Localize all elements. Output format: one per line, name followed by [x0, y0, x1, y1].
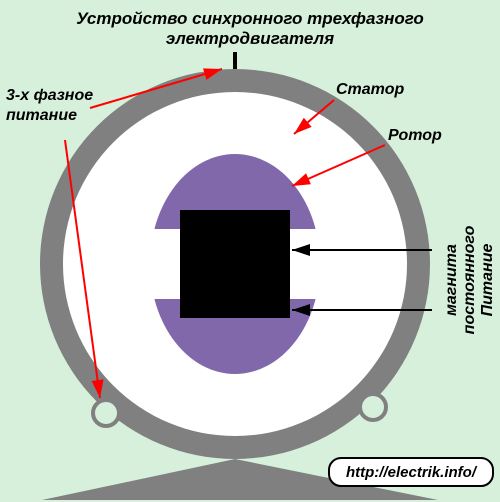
label-3phase-2: питание [6, 107, 77, 124]
label-pmpower-3: магнита [443, 244, 460, 316]
label-pmpower-2: постоянного [461, 225, 478, 334]
url-text[interactable]: http://electrik.info/ [346, 464, 478, 481]
rotor-core [180, 210, 290, 318]
mount-bolt-right [360, 394, 386, 420]
title-line2: электродвигателя [166, 29, 334, 48]
label-rotor: Ротор [388, 127, 442, 144]
title-line1: Устройство синхронного трехфазного [76, 9, 424, 28]
label-3phase-1: 3-х фазное [6, 87, 93, 104]
label-stator: Статор [336, 81, 404, 98]
label-pmpower-1: Питание [479, 244, 496, 317]
motor-diagram-svg: Устройство синхронного трехфазногоэлектр… [0, 0, 500, 502]
diagram-canvas: Устройство синхронного трехфазногоэлектр… [0, 0, 500, 502]
mount-bolt-left [93, 400, 119, 426]
